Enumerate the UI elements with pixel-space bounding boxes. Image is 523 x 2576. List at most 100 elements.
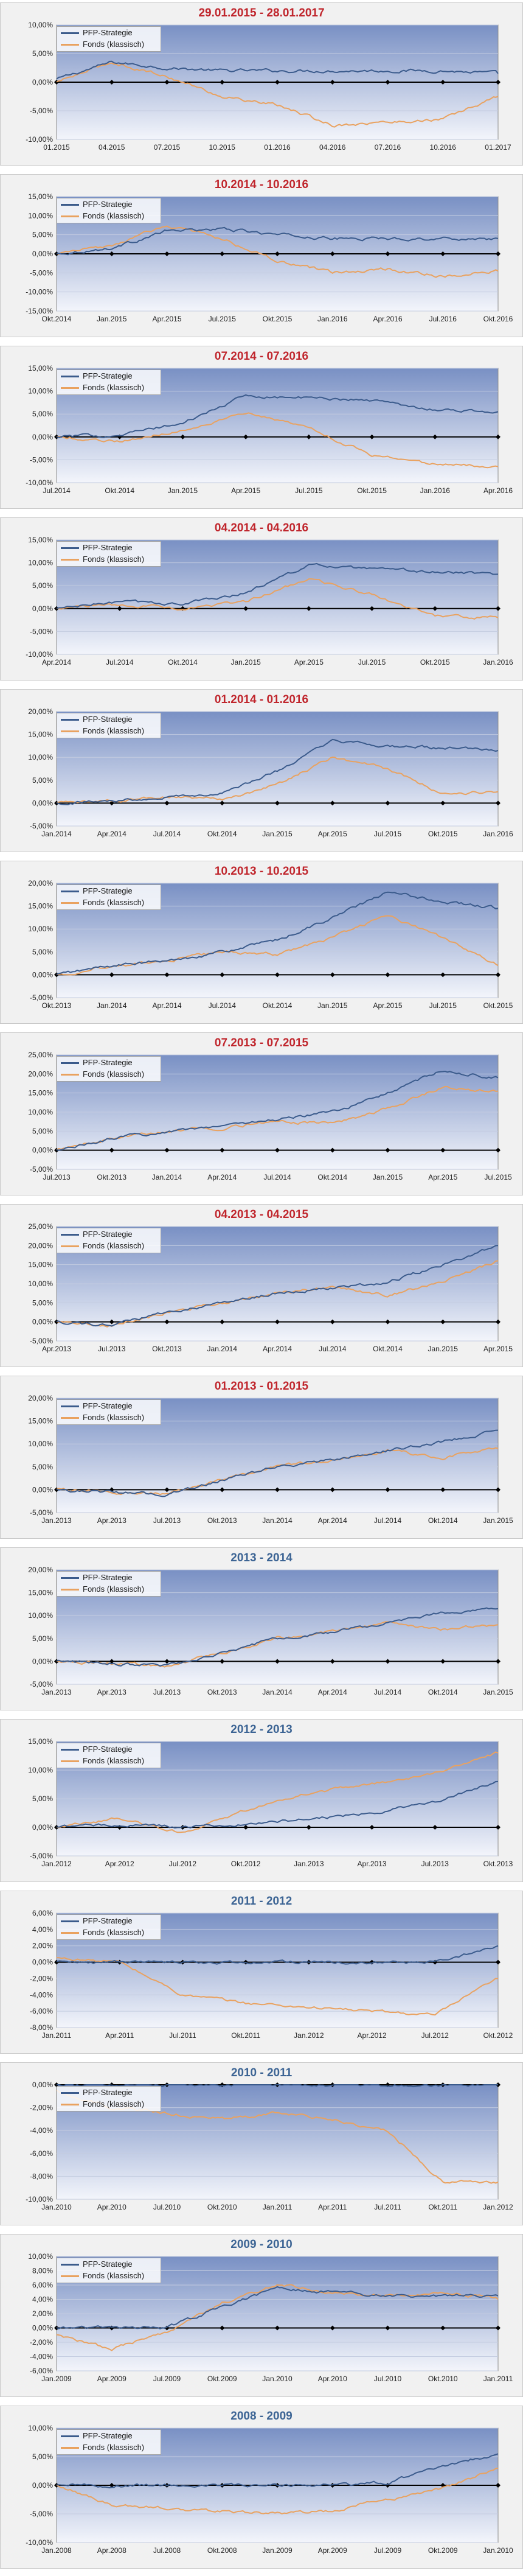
y-tick-label: 10,00% xyxy=(28,925,53,933)
x-tick-label: Jul.2009 xyxy=(153,2375,181,2383)
x-tick-label: 04.2015 xyxy=(99,143,125,152)
x-tick-label: Jan.2010 xyxy=(262,2375,293,2383)
chart-legend: PFP-Strategie Fonds (klassisch) xyxy=(57,713,161,738)
chart-title: 10.2014 - 10.2016 xyxy=(214,178,309,191)
y-tick-label: -8,00% xyxy=(30,2023,53,2032)
chart-title: 2010 - 2011 xyxy=(230,2067,293,2079)
legend-label: PFP-Strategie xyxy=(83,543,133,552)
x-tick-label: Jul.2015 xyxy=(484,1173,512,1181)
y-tick-label: -5,00% xyxy=(30,1337,53,1345)
y-tick-label: 0,00% xyxy=(32,1146,53,1155)
y-tick-label: -10,00% xyxy=(26,650,53,659)
y-tick-label: 5,00% xyxy=(32,1634,53,1643)
y-tick-label: 10,00% xyxy=(28,211,53,220)
zero-marker xyxy=(330,251,335,256)
legend-label: Fonds (klassisch) xyxy=(83,555,145,564)
x-tick-label: Apr.2015 xyxy=(428,1173,457,1181)
x-tick-label: Apr.2010 xyxy=(97,2203,126,2211)
chart-legend: PFP-Strategie Fonds (klassisch) xyxy=(57,369,161,395)
legend-label: PFP-Strategie xyxy=(83,2088,133,2097)
zero-marker xyxy=(496,1659,500,1664)
x-tick-label: Jan.2013 xyxy=(294,1860,324,1868)
legend-item-fund: Fonds (klassisch) xyxy=(57,382,161,393)
x-tick-label: Apr.2014 xyxy=(207,1173,237,1181)
x-tick-label: Apr.2012 xyxy=(105,1860,134,1868)
x-tick-label: 01.2016 xyxy=(264,143,291,152)
zero-marker xyxy=(306,434,311,439)
x-tick-label: Jul.2016 xyxy=(429,315,457,323)
strategy-line xyxy=(56,891,499,975)
y-tick-label: -5,00% xyxy=(30,1680,53,1689)
zero-marker xyxy=(275,1487,280,1493)
x-tick-label: Jul.2009 xyxy=(374,2546,402,2555)
y-tick-label: -10,00% xyxy=(26,2195,53,2203)
y-tick-label: 20,00% xyxy=(28,1241,53,1250)
legend-label: Fonds (klassisch) xyxy=(83,1413,145,1422)
y-tick-label: 15,00% xyxy=(28,730,53,739)
zero-marker xyxy=(385,251,390,256)
x-tick-label: 01.2015 xyxy=(43,143,70,152)
zero-marker xyxy=(220,80,225,85)
zero-marker xyxy=(440,80,446,85)
y-tick-label: -5,00% xyxy=(30,1852,53,1860)
zero-marker xyxy=(330,1147,335,1153)
x-tick-label: Okt.2013 xyxy=(97,1173,126,1181)
x-tick-label: Jan.2016 xyxy=(483,658,513,667)
legend-item-strategy: PFP-Strategie xyxy=(57,2258,161,2270)
legend-swatch xyxy=(61,902,79,904)
zero-marker xyxy=(109,1319,114,1325)
y-tick-label: 10,00% xyxy=(28,1611,53,1620)
x-tick-label: Jan.2014 xyxy=(152,1173,182,1181)
x-tick-label: Jan.2010 xyxy=(483,2546,513,2555)
zero-marker xyxy=(164,1147,170,1153)
y-tick-label: 15,00% xyxy=(28,1589,53,1597)
legend-label: PFP-Strategie xyxy=(83,1745,133,1754)
x-tick-label: Jul.2014 xyxy=(153,830,181,838)
strategy-line xyxy=(56,394,499,438)
zero-marker xyxy=(330,1487,335,1493)
x-tick-label: Jul.2015 xyxy=(209,315,237,323)
zero-marker xyxy=(220,1319,225,1325)
x-tick-label: 07.2016 xyxy=(375,143,401,152)
legend-label: PFP-Strategie xyxy=(83,1401,133,1410)
legend-swatch xyxy=(61,891,79,892)
zero-marker xyxy=(164,1487,170,1493)
legend-swatch xyxy=(61,2264,79,2266)
fund-line xyxy=(56,412,499,469)
x-tick-label: Jul.2014 xyxy=(106,658,134,667)
legend-label: PFP-Strategie xyxy=(83,28,133,37)
x-tick-label: Jan.2012 xyxy=(41,1860,72,1868)
x-tick-label: Apr.2015 xyxy=(231,486,260,495)
x-tick-label: Apr.2016 xyxy=(373,315,402,323)
x-tick-label: Jan.2016 xyxy=(317,315,348,323)
legend-item-strategy: PFP-Strategie xyxy=(57,1057,161,1068)
zero-marker xyxy=(385,1487,390,1493)
zero-marker xyxy=(369,1825,375,1830)
zero-marker xyxy=(496,1959,500,1965)
chart-legend: PFP-Strategie Fonds (klassisch) xyxy=(57,1228,161,1253)
y-tick-label: -10,00% xyxy=(26,478,53,487)
y-tick-label: 10,00% xyxy=(28,1108,53,1116)
legend-swatch xyxy=(61,2104,79,2105)
x-tick-label: Apr.2014 xyxy=(318,1516,347,1525)
y-tick-label: -5,00% xyxy=(30,627,53,635)
x-tick-label: Okt.2013 xyxy=(207,1516,237,1525)
x-tick-label: Okt.2013 xyxy=(42,1001,72,1010)
zero-marker xyxy=(385,1147,390,1153)
chart-legend: PFP-Strategie Fonds (klassisch) xyxy=(57,1571,161,1597)
x-tick-label: Okt.2009 xyxy=(428,2546,458,2555)
x-tick-label: Okt.2015 xyxy=(420,658,450,667)
x-tick-label: Okt.2015 xyxy=(357,486,387,495)
chart-title: 29.01.2015 - 28.01.2017 xyxy=(198,7,325,19)
legend-swatch xyxy=(61,1577,79,1579)
x-tick-label: Jan.2015 xyxy=(97,315,127,323)
x-tick-label: Jan.2013 xyxy=(41,1688,72,1696)
zero-marker xyxy=(440,2325,446,2331)
zero-marker xyxy=(220,972,225,978)
x-tick-label: Okt.2015 xyxy=(263,315,293,323)
zero-marker xyxy=(385,1319,390,1325)
y-tick-label: -15,00% xyxy=(26,307,53,315)
legend-item-fund: Fonds (klassisch) xyxy=(57,1068,161,1080)
legend-item-strategy: PFP-Strategie xyxy=(57,1572,161,1583)
